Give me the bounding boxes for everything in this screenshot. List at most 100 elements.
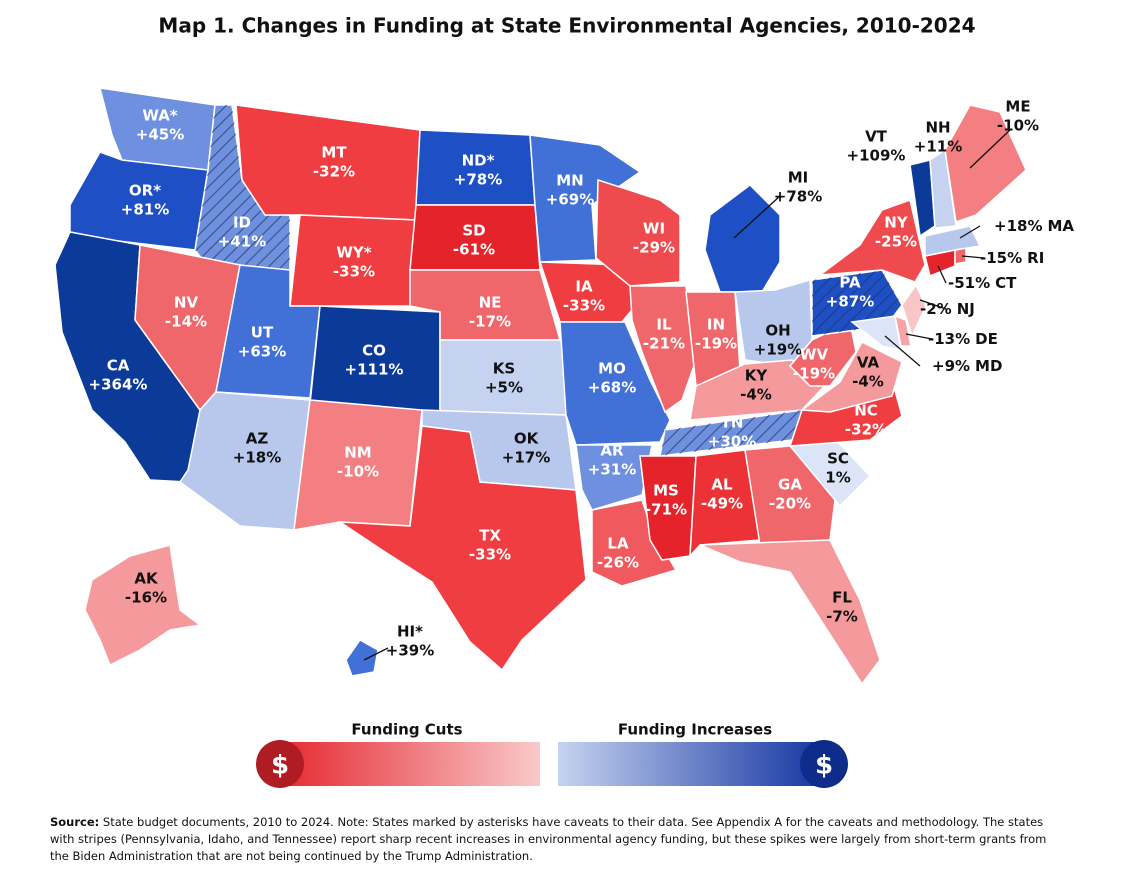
state-name: MD [975,357,1002,375]
state-name: IL [656,316,672,334]
state-name: VT [865,128,888,146]
legend-cuts: Funding Cuts [351,721,462,739]
state-shape [439,339,567,416]
map-title: Map 1. Changes in Funding at State Envir… [158,14,975,38]
state-change: -21% [643,335,685,353]
state-change: +81% [121,201,169,219]
increases-bar [558,742,828,786]
state-name: WI [643,220,665,238]
state-shape [529,134,642,263]
state-shape [345,639,379,677]
map: Map 1. Changes in Funding at State Envir… [54,14,1074,788]
state-name: MN [556,172,583,190]
state-name: RI [1027,249,1044,267]
state-name: IN [707,316,725,334]
state-name: TN [721,414,744,432]
state-change: +109% [847,147,906,165]
state-change: +41% [218,233,266,251]
state-name: MI [788,169,809,187]
state-stripes [660,410,830,456]
source-text: State budget documents, 2010 to 2024. No… [50,815,1047,863]
leader-line [937,265,947,284]
state-change: +31% [588,461,636,479]
state-name: IA [575,278,593,296]
state-name: CA [107,357,130,375]
state-name: MS [653,482,679,500]
state-label: -2% NJ [920,300,975,318]
state-change: +364% [89,376,148,394]
state-change: +78% [454,171,502,189]
state-shape [337,425,587,672]
state-change: -51% [948,274,990,292]
state-shape [788,320,857,387]
state-change: +18% [994,217,1042,235]
state-name: AZ [246,430,269,448]
state-change: -14% [165,313,207,331]
cuts-icon [256,740,304,788]
state-name: AL [711,476,733,494]
state-name: AR [600,442,624,460]
state-change: -17% [469,313,511,331]
state-change: -4% [852,373,884,391]
state-name: NV [174,294,199,312]
increases-symbol: $ [815,751,833,781]
leader-line [905,333,933,340]
state-change: -4% [740,386,772,404]
state-name: OR* [129,182,161,200]
state-name: TX [479,527,501,545]
state-name: ME [1005,98,1030,116]
state-shape [591,499,678,587]
state-change: -33% [563,297,605,315]
state-shape [704,184,781,293]
state-change: -32% [845,421,887,439]
state-name: MT [321,144,347,162]
state-name: SD [462,222,485,240]
state-change: -26% [597,554,639,572]
state-change: -16% [125,589,167,607]
state-shape [901,283,927,339]
state-change: -20% [769,495,811,513]
state-change: -29% [633,239,675,257]
state-change: -19% [695,335,737,353]
state-name: MO [598,360,626,378]
state-name: NJ [957,300,975,318]
state-change: +9% [932,357,970,375]
state-name: CT [995,274,1017,292]
state-label: -15% RI [980,249,1044,267]
state-name: WY* [336,244,371,262]
cuts-symbol: $ [271,751,289,781]
state-shape [595,178,681,287]
state-change: +87% [826,293,874,311]
state-name: NM [344,444,371,462]
state-shape [929,148,957,229]
state-name: MA [1047,217,1074,235]
leader-line [363,647,389,661]
state-name: PA [839,274,861,292]
state-change: -2% [920,300,952,318]
state-name: OH [765,322,790,340]
state-shape [575,444,653,511]
state-name: DE [975,330,998,348]
state-change: +63% [238,343,286,361]
state-change: -15% [980,249,1022,267]
state-change: +5% [485,379,523,397]
state-labels: WA*+45%OR*+81%CA+364%ID+41%NV-14%MT-32%W… [89,98,1074,661]
state-label: +18% MA [994,217,1074,235]
state-shape [84,544,202,667]
state-change: +17% [502,449,550,467]
state-change: +69% [546,191,594,209]
state-change: +78% [774,188,822,206]
state-change: 1% [825,469,850,487]
state-name: NY [884,214,909,232]
state-label: -51% CT [948,274,1017,292]
state-shape [689,449,761,559]
state-name: ID [233,214,251,232]
state-name: KY [745,367,769,385]
states [54,87,1027,686]
state-change: -33% [469,546,511,564]
state-change: +19% [754,341,802,359]
state-name: NE [479,294,502,312]
state-change: -71% [645,501,687,519]
state-label: +9% MD [932,357,1002,375]
